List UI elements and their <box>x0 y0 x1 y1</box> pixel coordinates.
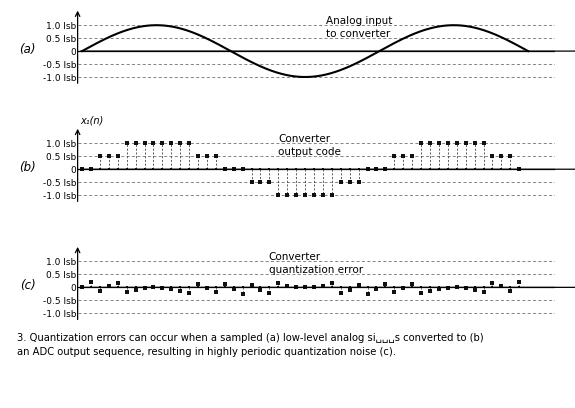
Text: (a): (a) <box>20 43 36 55</box>
Text: Analog input
to converter: Analog input to converter <box>326 16 392 39</box>
Text: Converter
output code: Converter output code <box>278 134 341 157</box>
Text: (b): (b) <box>19 161 36 174</box>
Text: x₁(n): x₁(n) <box>80 115 104 125</box>
Text: (c): (c) <box>20 279 36 292</box>
Text: Converter
quantization error: Converter quantization error <box>269 252 363 275</box>
Text: 3. Quantization errors can occur when a sampled (a) low-level analog si␣␣␣s conv: 3. Quantization errors can occur when a … <box>17 333 484 357</box>
